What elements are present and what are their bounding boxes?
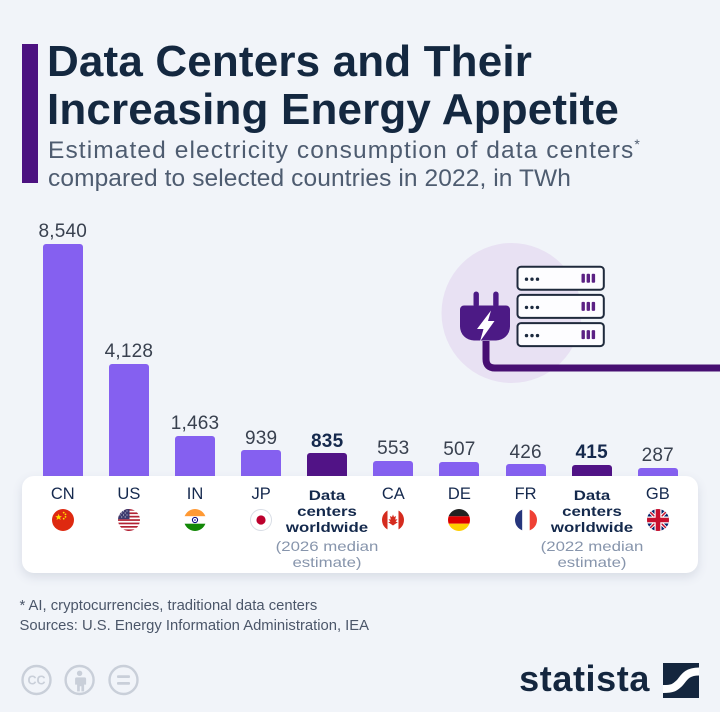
svg-text:CC: CC — [27, 674, 45, 688]
